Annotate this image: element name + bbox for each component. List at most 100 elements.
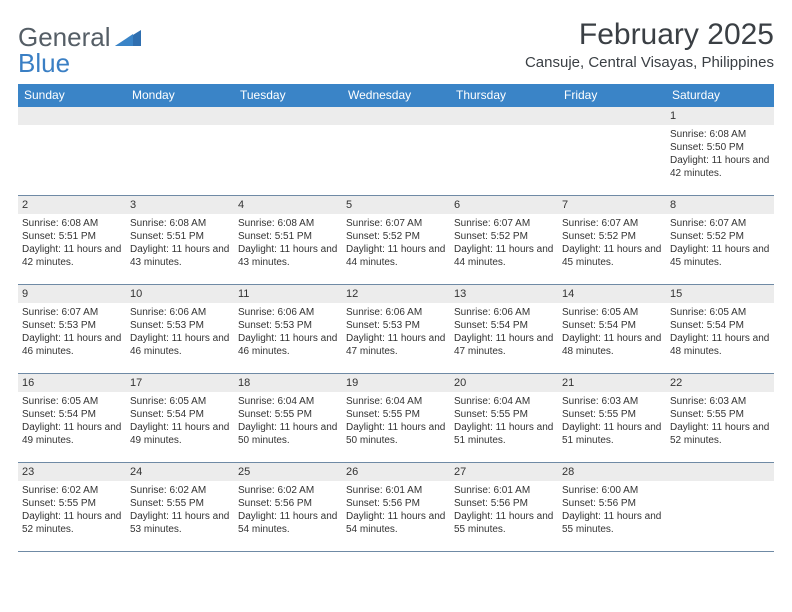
- daylight-text: Daylight: 11 hours and 46 minutes.: [238, 332, 338, 358]
- day-cell: 4 Sunrise: 6:08 AMSunset: 5:51 PMDaylight…: [234, 196, 342, 284]
- day-number: [450, 107, 558, 125]
- day-number: [234, 107, 342, 125]
- day-cell: 6Sunrise: 6:07 AMSunset: 5:52 PMDaylight…: [450, 196, 558, 284]
- day-number: 2: [18, 196, 126, 214]
- location-subtitle: Cansuje, Central Visayas, Philippines: [525, 54, 774, 71]
- day-number: 23: [18, 463, 126, 481]
- sunset-text: Sunset: 5:50 PM: [670, 141, 770, 154]
- day-cell: 16Sunrise: 6:05 AMSunset: 5:54 PMDayligh…: [18, 374, 126, 462]
- sunset-text: Sunset: 5:53 PM: [22, 319, 122, 332]
- daylight-text: Daylight: 11 hours and 43 minutes.: [238, 243, 338, 269]
- day-number: 10: [126, 285, 234, 303]
- sunset-text: Sunset: 5:53 PM: [130, 319, 230, 332]
- sunset-text: Sunset: 5:54 PM: [130, 408, 230, 421]
- day-cell: 27 Sunrise: 6:01 AMSunset: 5:56 PMDayligh…: [450, 463, 558, 551]
- daylight-text: Daylight: 11 hours and 51 minutes.: [562, 421, 662, 447]
- daylight-text: Daylight: 11 hours and 45 minutes.: [562, 243, 662, 269]
- day-cell: 28Sunrise: 6:00 AMSunset: 5:56 PMDayligh…: [558, 463, 666, 551]
- sunrise-text: Sunrise: 6:04 AM: [238, 395, 338, 408]
- day-number: 24: [126, 463, 234, 481]
- day-number: 27: [450, 463, 558, 481]
- day-cell: 23Sunrise: 6:02 AMSunset: 5:55 PMDayligh…: [18, 463, 126, 551]
- sunset-text: Sunset: 5:55 PM: [562, 408, 662, 421]
- daylight-text: Daylight: 11 hours and 49 minutes.: [130, 421, 230, 447]
- sunrise-text: Sunrise: 6:06 AM: [346, 306, 446, 319]
- day-cell: [666, 463, 774, 551]
- day-cell: 21Sunrise: 6:03 AMSunset: 5:55 PMDayligh…: [558, 374, 666, 462]
- calendar-grid: 1Sunrise: 6:08 AMSunset: 5:50 PMDaylight…: [18, 107, 774, 552]
- sunrise-text: Sunrise: 6:06 AM: [454, 306, 554, 319]
- sunrise-text: Sunrise: 6:06 AM: [238, 306, 338, 319]
- sunset-text: Sunset: 5:56 PM: [562, 497, 662, 510]
- sunrise-text: Sunrise: 6:07 AM: [562, 217, 662, 230]
- weekday-label: Saturday: [666, 84, 774, 107]
- sunset-text: Sunset: 5:52 PM: [454, 230, 554, 243]
- day-cell: [126, 107, 234, 195]
- sunset-text: Sunset: 5:52 PM: [670, 230, 770, 243]
- sunrise-text: Sunrise: 6:07 AM: [22, 306, 122, 319]
- daylight-text: Daylight: 11 hours and 42 minutes.: [670, 154, 770, 180]
- sunset-text: Sunset: 5:51 PM: [238, 230, 338, 243]
- day-cell: 22Sunrise: 6:03 AMSunset: 5:55 PMDayligh…: [666, 374, 774, 462]
- sunrise-text: Sunrise: 6:01 AM: [454, 484, 554, 497]
- day-cell: [18, 107, 126, 195]
- weekday-label: Friday: [558, 84, 666, 107]
- sunset-text: Sunset: 5:52 PM: [346, 230, 446, 243]
- day-cell: [450, 107, 558, 195]
- daylight-text: Daylight: 11 hours and 55 minutes.: [454, 510, 554, 536]
- day-cell: 12Sunrise: 6:06 AMSunset: 5:53 PMDayligh…: [342, 285, 450, 373]
- day-number: 14: [558, 285, 666, 303]
- day-number: 28: [558, 463, 666, 481]
- sunset-text: Sunset: 5:56 PM: [454, 497, 554, 510]
- title-block: February 2025 Cansuje, Central Visayas, …: [525, 18, 774, 71]
- day-number: 18: [234, 374, 342, 392]
- sunset-text: Sunset: 5:54 PM: [22, 408, 122, 421]
- day-number: 3: [126, 196, 234, 214]
- sunrise-text: Sunrise: 6:07 AM: [346, 217, 446, 230]
- sunset-text: Sunset: 5:52 PM: [562, 230, 662, 243]
- brand-name: General Blue: [18, 24, 141, 76]
- day-cell: 24Sunrise: 6:02 AMSunset: 5:55 PMDayligh…: [126, 463, 234, 551]
- day-number: 5: [342, 196, 450, 214]
- day-number: [126, 107, 234, 125]
- weekday-label: Wednesday: [342, 84, 450, 107]
- day-cell: 20Sunrise: 6:04 AMSunset: 5:55 PMDayligh…: [450, 374, 558, 462]
- day-number: 19: [342, 374, 450, 392]
- day-cell: [342, 107, 450, 195]
- day-cell: 26Sunrise: 6:01 AMSunset: 5:56 PMDayligh…: [342, 463, 450, 551]
- day-number: 13: [450, 285, 558, 303]
- day-number: 16: [18, 374, 126, 392]
- weekday-label: Thursday: [450, 84, 558, 107]
- day-number: 26: [342, 463, 450, 481]
- sunrise-text: Sunrise: 6:07 AM: [670, 217, 770, 230]
- day-cell: 5Sunrise: 6:07 AMSunset: 5:52 PMDaylight…: [342, 196, 450, 284]
- sunset-text: Sunset: 5:51 PM: [22, 230, 122, 243]
- sunrise-text: Sunrise: 6:00 AM: [562, 484, 662, 497]
- daylight-text: Daylight: 11 hours and 50 minutes.: [238, 421, 338, 447]
- sunset-text: Sunset: 5:53 PM: [346, 319, 446, 332]
- day-number: 4: [234, 196, 342, 214]
- day-cell: 15Sunrise: 6:05 AMSunset: 5:54 PMDayligh…: [666, 285, 774, 373]
- sunset-text: Sunset: 5:55 PM: [22, 497, 122, 510]
- sunset-text: Sunset: 5:53 PM: [238, 319, 338, 332]
- header: General Blue February 2025 Cansuje, Cent…: [18, 18, 774, 76]
- sunset-text: Sunset: 5:55 PM: [238, 408, 338, 421]
- day-number: 12: [342, 285, 450, 303]
- daylight-text: Daylight: 11 hours and 42 minutes.: [22, 243, 122, 269]
- sunrise-text: Sunrise: 6:08 AM: [238, 217, 338, 230]
- sunrise-text: Sunrise: 6:06 AM: [130, 306, 230, 319]
- sunrise-text: Sunrise: 6:08 AM: [22, 217, 122, 230]
- day-cell: 17Sunrise: 6:05 AMSunset: 5:54 PMDayligh…: [126, 374, 234, 462]
- day-cell: 1Sunrise: 6:08 AMSunset: 5:50 PMDaylight…: [666, 107, 774, 195]
- daylight-text: Daylight: 11 hours and 54 minutes.: [238, 510, 338, 536]
- daylight-text: Daylight: 11 hours and 48 minutes.: [670, 332, 770, 358]
- calendar-page: General Blue February 2025 Cansuje, Cent…: [0, 0, 792, 562]
- sunrise-text: Sunrise: 6:05 AM: [670, 306, 770, 319]
- day-number: 9: [18, 285, 126, 303]
- day-number: [18, 107, 126, 125]
- month-title: February 2025: [525, 18, 774, 52]
- sunrise-text: Sunrise: 6:01 AM: [346, 484, 446, 497]
- sunrise-text: Sunrise: 6:04 AM: [454, 395, 554, 408]
- sunset-text: Sunset: 5:55 PM: [346, 408, 446, 421]
- day-cell: 13Sunrise: 6:06 AMSunset: 5:54 PMDayligh…: [450, 285, 558, 373]
